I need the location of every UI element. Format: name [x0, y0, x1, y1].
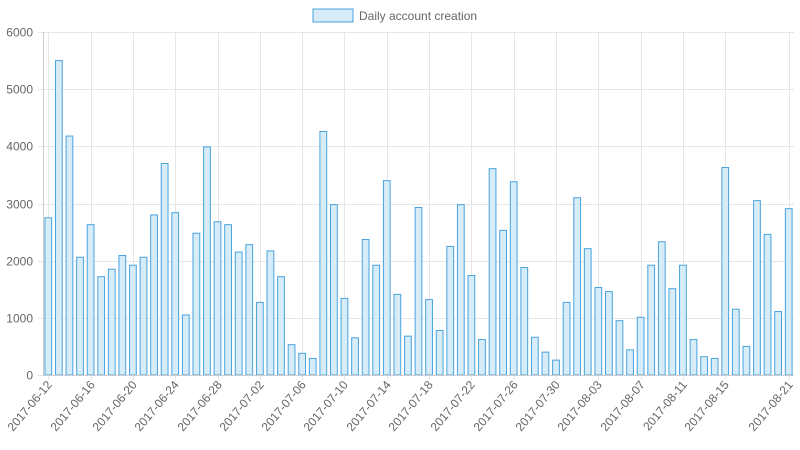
bar[interactable] [647, 264, 656, 376]
bar[interactable] [192, 232, 201, 376]
bar[interactable] [509, 181, 518, 376]
bar[interactable] [404, 335, 412, 376]
bar[interactable] [319, 130, 328, 376]
bar[interactable] [224, 224, 232, 376]
x-tick-label: 2017-08-21 [746, 378, 796, 434]
x-tick-label: 2017-08-15 [682, 378, 732, 434]
bar[interactable] [530, 336, 539, 376]
bar[interactable] [552, 359, 560, 376]
bar[interactable] [668, 288, 677, 376]
y-tick-label: 2000 [6, 255, 33, 269]
bar[interactable] [626, 349, 634, 376]
bar[interactable] [721, 166, 730, 376]
bar[interactable] [541, 351, 550, 376]
y-tick-label: 5000 [6, 83, 33, 97]
bar[interactable] [76, 256, 84, 376]
bar[interactable] [456, 204, 465, 376]
bar[interactable] [54, 60, 63, 376]
legend-swatch [312, 8, 354, 23]
bar[interactable] [351, 337, 359, 376]
legend[interactable]: Daily account creation [312, 8, 477, 23]
bar[interactable] [605, 291, 613, 376]
y-tick-label: 1000 [6, 312, 33, 326]
bar[interactable] [308, 357, 317, 376]
bar[interactable] [171, 212, 180, 376]
bar[interactable] [340, 297, 349, 376]
bar[interactable] [203, 146, 211, 376]
y-tick-label: 0 [26, 369, 33, 383]
bar[interactable] [277, 276, 285, 376]
bar[interactable] [679, 264, 687, 376]
y-tick-label: 6000 [6, 26, 33, 40]
bar[interactable] [255, 301, 264, 376]
bar[interactable] [150, 214, 158, 376]
bar[interactable] [488, 168, 497, 376]
bar[interactable] [245, 244, 254, 376]
bar[interactable] [636, 316, 645, 376]
bar[interactable] [266, 250, 275, 376]
bar[interactable] [774, 311, 783, 376]
bar[interactable] [65, 135, 74, 376]
bar[interactable] [562, 301, 571, 376]
bar[interactable] [446, 245, 455, 376]
bar[interactable] [181, 314, 190, 376]
bar[interactable] [139, 256, 148, 376]
bar[interactable] [382, 180, 391, 376]
bar[interactable] [583, 248, 592, 376]
bar[interactable] [86, 224, 95, 376]
bar[interactable] [425, 299, 433, 376]
bar[interactable] [594, 287, 603, 376]
bar[interactable] [213, 221, 222, 376]
bar[interactable] [435, 329, 444, 376]
bar[interactable] [44, 217, 53, 376]
bar[interactable] [234, 251, 243, 376]
y-tick-label: 3000 [6, 198, 33, 212]
bars [44, 60, 793, 376]
bar[interactable] [499, 229, 508, 376]
bar[interactable] [689, 339, 698, 376]
bar[interactable] [573, 197, 582, 376]
bar[interactable] [700, 356, 708, 376]
y-tick-label: 4000 [6, 140, 33, 154]
bar[interactable] [107, 268, 116, 376]
bar[interactable] [467, 275, 476, 376]
legend-label: Daily account creation [359, 9, 477, 23]
bar[interactable] [393, 293, 402, 376]
bar[interactable] [657, 241, 666, 376]
bar[interactable] [129, 264, 137, 376]
bar[interactable] [742, 345, 751, 376]
bar[interactable] [414, 207, 423, 376]
bar[interactable] [753, 200, 761, 376]
bar[interactable] [372, 264, 381, 376]
bar[interactable] [763, 233, 772, 376]
bar[interactable] [160, 162, 169, 376]
bar[interactable] [731, 308, 740, 376]
bar[interactable] [710, 357, 719, 376]
bar[interactable] [784, 208, 793, 376]
bar[interactable] [287, 344, 296, 376]
bar[interactable] [520, 267, 529, 376]
bar[interactable] [97, 276, 106, 376]
bar[interactable] [361, 239, 370, 376]
bar[interactable] [298, 352, 307, 376]
bar[interactable] [615, 320, 624, 376]
bar[interactable] [118, 255, 127, 376]
bar[interactable] [478, 339, 486, 376]
bar[interactable] [330, 204, 338, 376]
